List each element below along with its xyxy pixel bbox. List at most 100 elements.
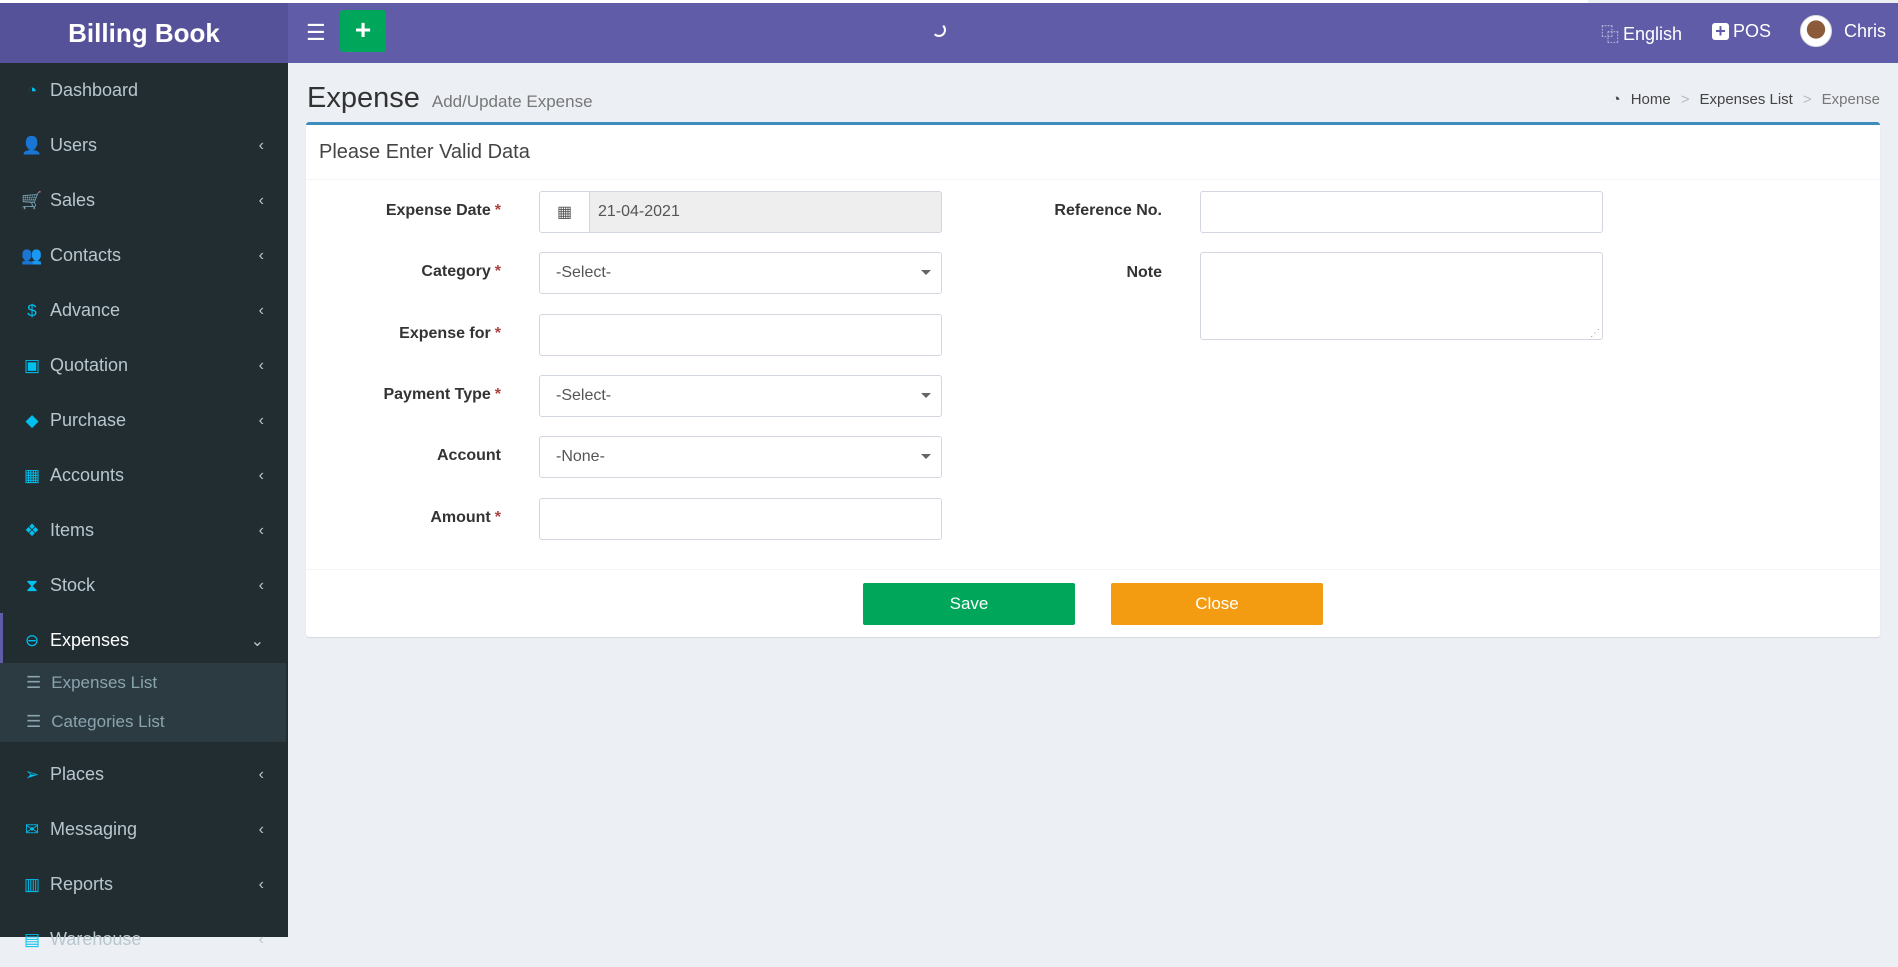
avatar: [1800, 15, 1832, 47]
sidebar-item-label: Reports: [50, 874, 114, 894]
sidebar-item-label: Sales: [50, 190, 96, 210]
account-selected: -None-: [556, 448, 605, 466]
account-select[interactable]: -None-: [539, 436, 942, 479]
reference-input[interactable]: [1200, 191, 1603, 233]
chevron-left-icon: ‹: [258, 875, 264, 893]
breadcrumb-current: Expense: [1821, 91, 1880, 108]
expense-for-input[interactable]: [539, 313, 942, 356]
page-title: Expense: [307, 82, 420, 114]
sidebar-item-label: Expenses: [50, 630, 130, 650]
sidebar-item-stock[interactable]: ⧗ Stock ‹: [0, 558, 288, 613]
dashboard-icon: ◔: [26, 80, 38, 100]
close-button[interactable]: Close: [1111, 583, 1323, 625]
chevron-left-icon: ‹: [258, 301, 264, 319]
expense_date-label: Expense Date *: [385, 202, 501, 219]
category-select[interactable]: -Select-: [539, 252, 942, 295]
cart-icon: 🛒: [21, 190, 43, 210]
sidebar-item-label: Dashboard: [50, 80, 139, 100]
cubes-icon: ❖: [24, 520, 40, 540]
sidebar-item-label: Places: [50, 764, 105, 784]
reference-label: Reference No.: [1054, 202, 1162, 219]
save-button[interactable]: Save: [863, 583, 1075, 625]
sidebar-item-label: Stock: [50, 575, 96, 595]
sidebar-item-messaging[interactable]: ✉ Messaging ‹: [0, 802, 288, 857]
sidebar-item-dashboard[interactable]: ◔ Dashboard: [0, 63, 288, 118]
chevron-left-icon: ‹: [258, 930, 264, 948]
sidebar-item-places[interactable]: ➢ Places ‹: [0, 747, 288, 802]
form-heading: Please Enter Valid Data: [306, 125, 1880, 180]
note-textarea[interactable]: ⋰: [1200, 252, 1603, 340]
list-icon: ☰: [26, 711, 42, 731]
cube-icon: ◆: [25, 410, 39, 430]
top-line: [0, 0, 1588, 3]
breadcrumb-expenses-list[interactable]: Expenses List: [1699, 91, 1793, 108]
breadcrumb: ◔ Home > Expenses List > Expense: [1611, 91, 1880, 108]
submenu-item[interactable]: ☰ Categories List: [0, 702, 286, 741]
language-icon: ⿻: [1601, 25, 1619, 45]
sidebar-item-users[interactable]: 👤 Users ‹: [0, 118, 288, 173]
envelope-icon: ✉: [24, 819, 40, 839]
app-logo[interactable]: Billing Book: [0, 3, 288, 63]
chevron-left-icon: ‹: [258, 246, 264, 264]
sidebar-item-accounts[interactable]: ▦ Accounts ‹: [0, 448, 288, 503]
language-menu[interactable]: ⿻ English: [1601, 21, 1682, 47]
loading-spinner-icon: [932, 23, 946, 37]
form-footer-divider: [306, 569, 1880, 570]
chevron-left-icon: ‹: [258, 191, 264, 209]
category-label: Category *: [421, 263, 501, 281]
chevron-left-icon: ‹: [258, 820, 264, 838]
expense_date-value: 21-04-2021: [598, 203, 680, 220]
list-icon: ☰: [26, 672, 42, 692]
dropdown-arrow-icon: [921, 270, 931, 280]
resize-handle-icon[interactable]: ⋰: [1590, 328, 1600, 339]
sidebar-item-warehouse[interactable]: ▤ Warehouse ‹: [0, 912, 288, 967]
sidebar-item-contacts[interactable]: 👥 Contacts ‹: [0, 228, 288, 283]
category-selected: -Select-: [556, 264, 612, 282]
amount-input[interactable]: [539, 497, 942, 540]
sidebar-item-items[interactable]: ❖ Items ‹: [0, 503, 288, 558]
pos-link[interactable]: + POS: [1712, 21, 1771, 42]
chevron-left-icon: ‹: [258, 356, 264, 374]
sidebar-item-purchase[interactable]: ◆ Purchase ‹: [0, 393, 288, 448]
expense-form-box: Please Enter Valid Data Expense Date * ▦ 21…: [306, 122, 1880, 637]
chevron-left-icon: ‹: [258, 765, 264, 783]
hourglass-icon: ⧗: [26, 575, 38, 595]
sidebar-item-quotation[interactable]: ▣ Quotation ‹: [0, 338, 288, 393]
sidebar: ◔ Dashboard 👤 Users ‹ 🛒 Sales ‹ 👥 Contacts ‹ $ Advan…: [0, 63, 288, 949]
sidebar-item-reports[interactable]: ▥ Reports ‹: [0, 857, 288, 912]
calendar-plus-icon: ▣: [23, 355, 41, 375]
sidebar-item-label: Warehouse: [50, 929, 142, 949]
add-button[interactable]: +: [340, 10, 386, 52]
calendar-icon: ▦: [540, 192, 590, 232]
sidebar-item-expenses[interactable]: ⊖ Expenses ⌄: [0, 613, 288, 668]
breadcrumb-home[interactable]: Home: [1630, 91, 1671, 108]
language-label: English: [1623, 23, 1683, 44]
expense-date-input[interactable]: ▦ 21-04-2021: [539, 191, 942, 233]
chevron-left-icon: ‹: [258, 411, 264, 429]
dropdown-arrow-icon: [921, 392, 931, 403]
sidebar-item-label: Messaging: [50, 819, 138, 839]
page-header: Expense Add/Update Expense: [307, 82, 593, 115]
bar-chart-icon: ▥: [23, 874, 41, 894]
submenu-label: Expenses List: [51, 672, 158, 692]
user-menu[interactable]: Chris: [1800, 15, 1886, 47]
expense_for-label: Expense for *: [399, 324, 501, 342]
chevron-left-icon: ‹: [258, 521, 264, 539]
page-subtitle: Add/Update Expense: [431, 92, 593, 111]
menu-toggle-icon[interactable]: ☰: [306, 20, 326, 45]
note-label: Note: [1126, 264, 1162, 281]
amount-label: Amount *: [430, 508, 501, 526]
sidebar-item-label: Accounts: [50, 465, 125, 485]
sidebar-item-label: Users: [50, 135, 98, 155]
submenu-item[interactable]: ☰ Expenses List: [0, 663, 286, 702]
submenu-label: Categories List: [51, 711, 165, 731]
app-title: Billing Book: [68, 17, 220, 48]
expenses-submenu: ☰ Expenses List ☰ Categories List: [0, 663, 286, 742]
sidebar-item-sales[interactable]: 🛒 Sales ‹: [0, 173, 288, 228]
chevron-left-icon: ‹: [258, 466, 264, 484]
th-large-icon: ▦: [23, 465, 41, 485]
pos-label: POS: [1733, 21, 1772, 41]
chevron-left-icon: ‹: [258, 576, 264, 594]
payment-type-select[interactable]: -Select-: [539, 374, 942, 417]
sidebar-item-advance[interactable]: $ Advance ‹: [0, 283, 288, 338]
